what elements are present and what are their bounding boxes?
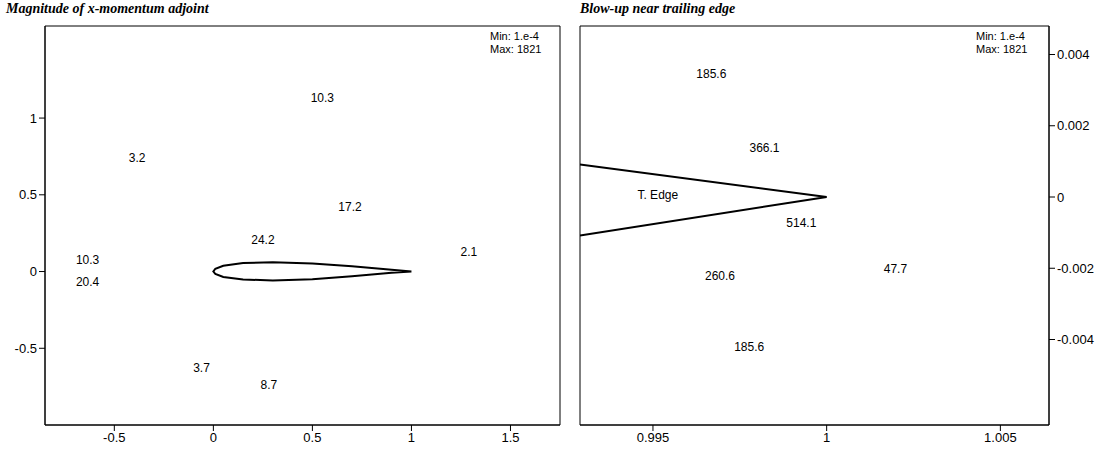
svg-text:0: 0 — [30, 264, 37, 279]
svg-text:-0.5: -0.5 — [15, 341, 37, 356]
svg-text:10.3: 10.3 — [311, 91, 335, 105]
html-text:Min: 1.e-4: Min: 1.e-4 — [490, 30, 539, 42]
html-text:Min: 1.e-4: Min: 1.e-4 — [976, 30, 1025, 42]
svg-text:0: 0 — [210, 430, 217, 445]
svg-text:3.7: 3.7 — [193, 361, 210, 375]
svg-text:0.5: 0.5 — [303, 430, 321, 445]
svg-text:-0.002: -0.002 — [1057, 261, 1094, 276]
svg-text:0.004: 0.004 — [1057, 47, 1090, 62]
svg-text:2.1: 2.1 — [461, 245, 478, 259]
svg-text:-0.5: -0.5 — [103, 430, 125, 445]
svg-text:0: 0 — [1057, 190, 1064, 205]
svg-text:47.7: 47.7 — [884, 262, 908, 276]
html-text:Blow-up near trailing edge: Blow-up near trailing edge — [580, 1, 736, 16]
svg-text:1.5: 1.5 — [501, 430, 519, 445]
svg-text:0.002: 0.002 — [1057, 118, 1090, 133]
svg-text:17.2: 17.2 — [338, 200, 362, 214]
svg-text:1: 1 — [823, 430, 830, 445]
svg-text:24.2: 24.2 — [251, 233, 275, 247]
svg-text:20.4: 20.4 — [76, 275, 100, 289]
svg-text:3.2: 3.2 — [129, 151, 146, 165]
svg-text:10.3: 10.3 — [76, 253, 100, 267]
svg-text:0.995: 0.995 — [637, 430, 670, 445]
svg-text:514.1: 514.1 — [786, 216, 816, 230]
svg-text:1: 1 — [30, 111, 37, 126]
html-text:Max: 1821: Max: 1821 — [490, 43, 542, 55]
html-text:Max: 1821: Max: 1821 — [976, 43, 1028, 55]
svg-text:1.005: 1.005 — [984, 430, 1017, 445]
html-text:Magnitude of x-momentum adjoin: Magnitude of x-momentum adjoint — [6, 1, 209, 16]
svg-text:1: 1 — [408, 430, 415, 445]
svg-text:185.6: 185.6 — [696, 67, 726, 81]
svg-text:0.5: 0.5 — [19, 187, 37, 202]
svg-text:366.1: 366.1 — [749, 141, 779, 155]
svg-text:T. Edge: T. Edge — [637, 188, 678, 202]
svg-text:185.6: 185.6 — [734, 340, 764, 354]
svg-text:-0.004: -0.004 — [1057, 332, 1094, 347]
svg-text:260.6: 260.6 — [705, 269, 735, 283]
svg-text:8.7: 8.7 — [260, 378, 277, 392]
